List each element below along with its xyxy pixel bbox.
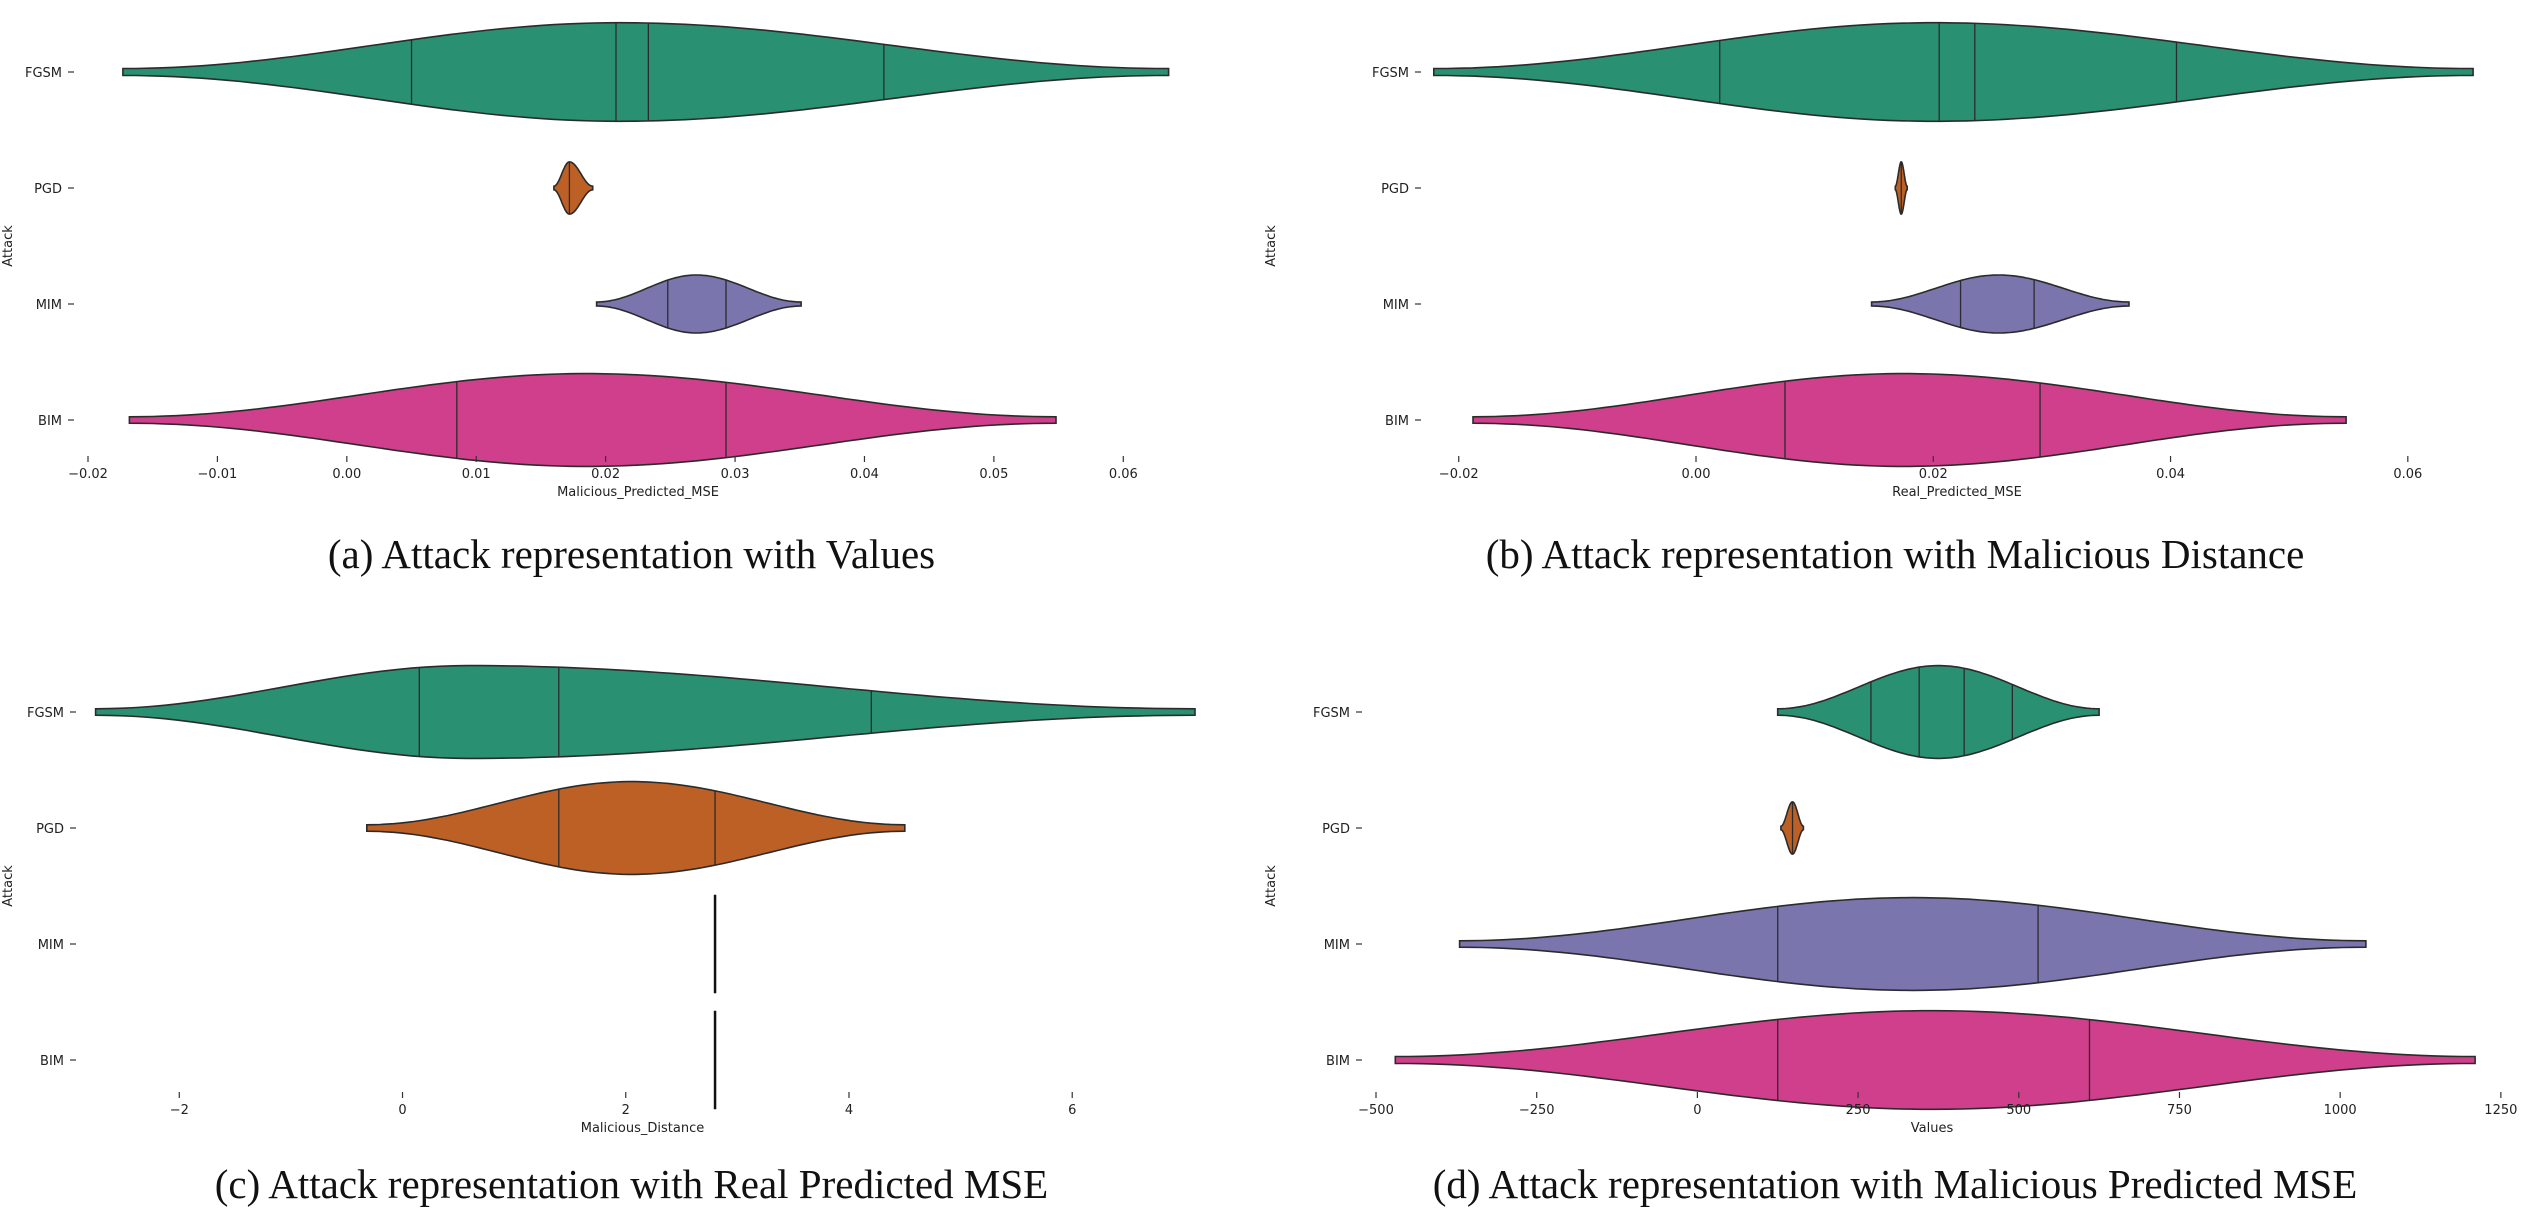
violin-fgsm — [1776, 664, 2100, 760]
caption-a: (a) Attack representation with Values — [327, 531, 936, 577]
y-tick-label-bim: BIM — [1326, 1054, 1350, 1069]
violin-mim — [1870, 274, 2130, 334]
panel-d: Attack FGSM PGD MIM BIM −500 −250 0 250 500 750 100… — [1263, 620, 2527, 1219]
violin-mim — [1458, 896, 2367, 992]
y-tick-label-pgd: PGD — [1381, 182, 1409, 197]
violin-body-fgsm — [1433, 21, 2474, 123]
x-tick-label: 0.05 — [979, 467, 1008, 482]
x-axis-label: Malicious_Distance — [581, 1121, 704, 1136]
caption-b: (b) Attack representation with Malicious… — [1485, 531, 2305, 577]
x-tick-label: 0.02 — [1919, 467, 1948, 482]
x-axis-label: Real_Predicted_MSE — [1892, 485, 2022, 500]
panel-c: Attack FGSM PGD MIM BIM −2 0 2 4 6 Malicious_Dista… — [0, 620, 1263, 1219]
violin-body-mim — [1870, 274, 2130, 334]
x-tick-label: 0 — [1693, 1103, 1701, 1118]
violin-fgsm — [1433, 21, 2474, 123]
violin-pgd — [1780, 801, 1805, 855]
y-axis-label: Attack — [1, 865, 16, 907]
y-tick-label-mim: MIM — [36, 298, 62, 313]
x-tick-label: 0.03 — [721, 467, 750, 482]
caption-d: (d) Attack representation with Malicious… — [1432, 1161, 2358, 1207]
violin-body-bim — [1394, 1009, 2476, 1111]
y-axis-label: Attack — [1264, 225, 1279, 267]
violin-pgd — [553, 161, 594, 215]
x-axis-label: Values — [1911, 1121, 1954, 1136]
y-tick-label-mim: MIM — [1324, 938, 1350, 953]
x-tick-label: 750 — [2167, 1103, 2192, 1118]
violin-body-fgsm — [122, 21, 1170, 123]
violin-body-bim — [1472, 372, 2347, 468]
panel-a: Attack FGSM PGD MIM BIM −0.02 −0.01 0.00 0.01 0.0… — [0, 0, 1263, 600]
x-tick-label: 0.04 — [2156, 467, 2185, 482]
y-tick-label-fgsm: FGSM — [1372, 66, 1409, 81]
y-tick-label-bim: BIM — [40, 1054, 64, 1069]
x-axis-label: Malicious_Predicted_MSE — [557, 485, 719, 500]
y-tick-label-pgd: PGD — [1322, 822, 1350, 837]
y-tick-label-fgsm: FGSM — [25, 66, 62, 81]
x-tick-label: 0.02 — [591, 467, 620, 482]
x-tick-label: 0.06 — [1109, 467, 1138, 482]
x-tick-label: 0.01 — [462, 467, 491, 482]
x-tick-label: 4 — [845, 1103, 853, 1118]
y-tick-label-mim: MIM — [1383, 298, 1409, 313]
x-tick-label: 250 — [1846, 1103, 1871, 1118]
violin-body-fgsm — [1776, 664, 2100, 760]
violin-chart-c: Attack FGSM PGD MIM BIM −2 0 2 4 6 Malicious_Dista… — [1, 664, 1196, 1136]
violin-bim — [1472, 372, 2347, 468]
violin-bim — [128, 372, 1057, 468]
violin-body-pgd — [553, 161, 594, 215]
x-tick-label: −0.01 — [197, 467, 237, 482]
y-axis-label: Attack — [1, 225, 16, 267]
violin-fgsm — [94, 664, 1196, 760]
y-tick-label-bim: BIM — [1385, 414, 1409, 429]
violin-pgd — [366, 780, 906, 876]
y-tick-label-fgsm: FGSM — [1313, 706, 1350, 721]
x-tick-label: 0.04 — [850, 467, 879, 482]
y-tick-label-pgd: PGD — [36, 822, 64, 837]
x-tick-label: −2 — [170, 1103, 189, 1118]
caption-c: (c) Attack representation with Real Pred… — [214, 1161, 1049, 1207]
violin-body-bim — [128, 372, 1057, 468]
violin-mim — [595, 274, 802, 334]
violin-body-mim — [1458, 896, 2367, 992]
y-tick-label-bim: BIM — [38, 414, 62, 429]
y-tick-label-fgsm: FGSM — [27, 706, 64, 721]
x-tick-label: 0 — [398, 1103, 406, 1118]
x-tick-label: 1000 — [2324, 1103, 2357, 1118]
x-tick-label: −250 — [1519, 1103, 1555, 1118]
x-tick-label: 0.00 — [1682, 467, 1711, 482]
y-axis-label: Attack — [1264, 865, 1279, 907]
x-tick-label: 0.06 — [2393, 467, 2422, 482]
violin-pgd — [1894, 161, 1908, 215]
x-tick-label: 500 — [2006, 1103, 2031, 1118]
violin-body-mim — [595, 274, 802, 334]
x-tick-label: −500 — [1358, 1103, 1394, 1118]
x-tick-label: 0.00 — [332, 467, 361, 482]
panel-b: Attack FGSM PGD MIM BIM −0.02 0.00 0.02 0.04 0.06… — [1263, 0, 2527, 600]
violin-chart-d: Attack FGSM PGD MIM BIM −500 −250 0 250 500 750 100… — [1264, 664, 2517, 1136]
violin-chart-b: Attack FGSM PGD MIM BIM −0.02 0.00 0.02 0.04 0.06… — [1264, 21, 2474, 500]
x-tick-label: 1250 — [2484, 1103, 2517, 1118]
x-tick-label: 2 — [622, 1103, 630, 1118]
violin-chart-a: Attack FGSM PGD MIM BIM −0.02 −0.01 0.00 0.01 0.0… — [1, 21, 1170, 500]
y-tick-label-pgd: PGD — [34, 182, 62, 197]
x-tick-label: 6 — [1068, 1103, 1076, 1118]
x-tick-label: −0.02 — [68, 467, 108, 482]
x-tick-label: −0.02 — [1439, 467, 1479, 482]
violin-body-pgd — [366, 780, 906, 876]
y-tick-label-mim: MIM — [38, 938, 64, 953]
violin-bim — [1394, 1009, 2476, 1111]
violin-body-fgsm — [94, 664, 1196, 760]
violin-fgsm — [122, 21, 1170, 123]
